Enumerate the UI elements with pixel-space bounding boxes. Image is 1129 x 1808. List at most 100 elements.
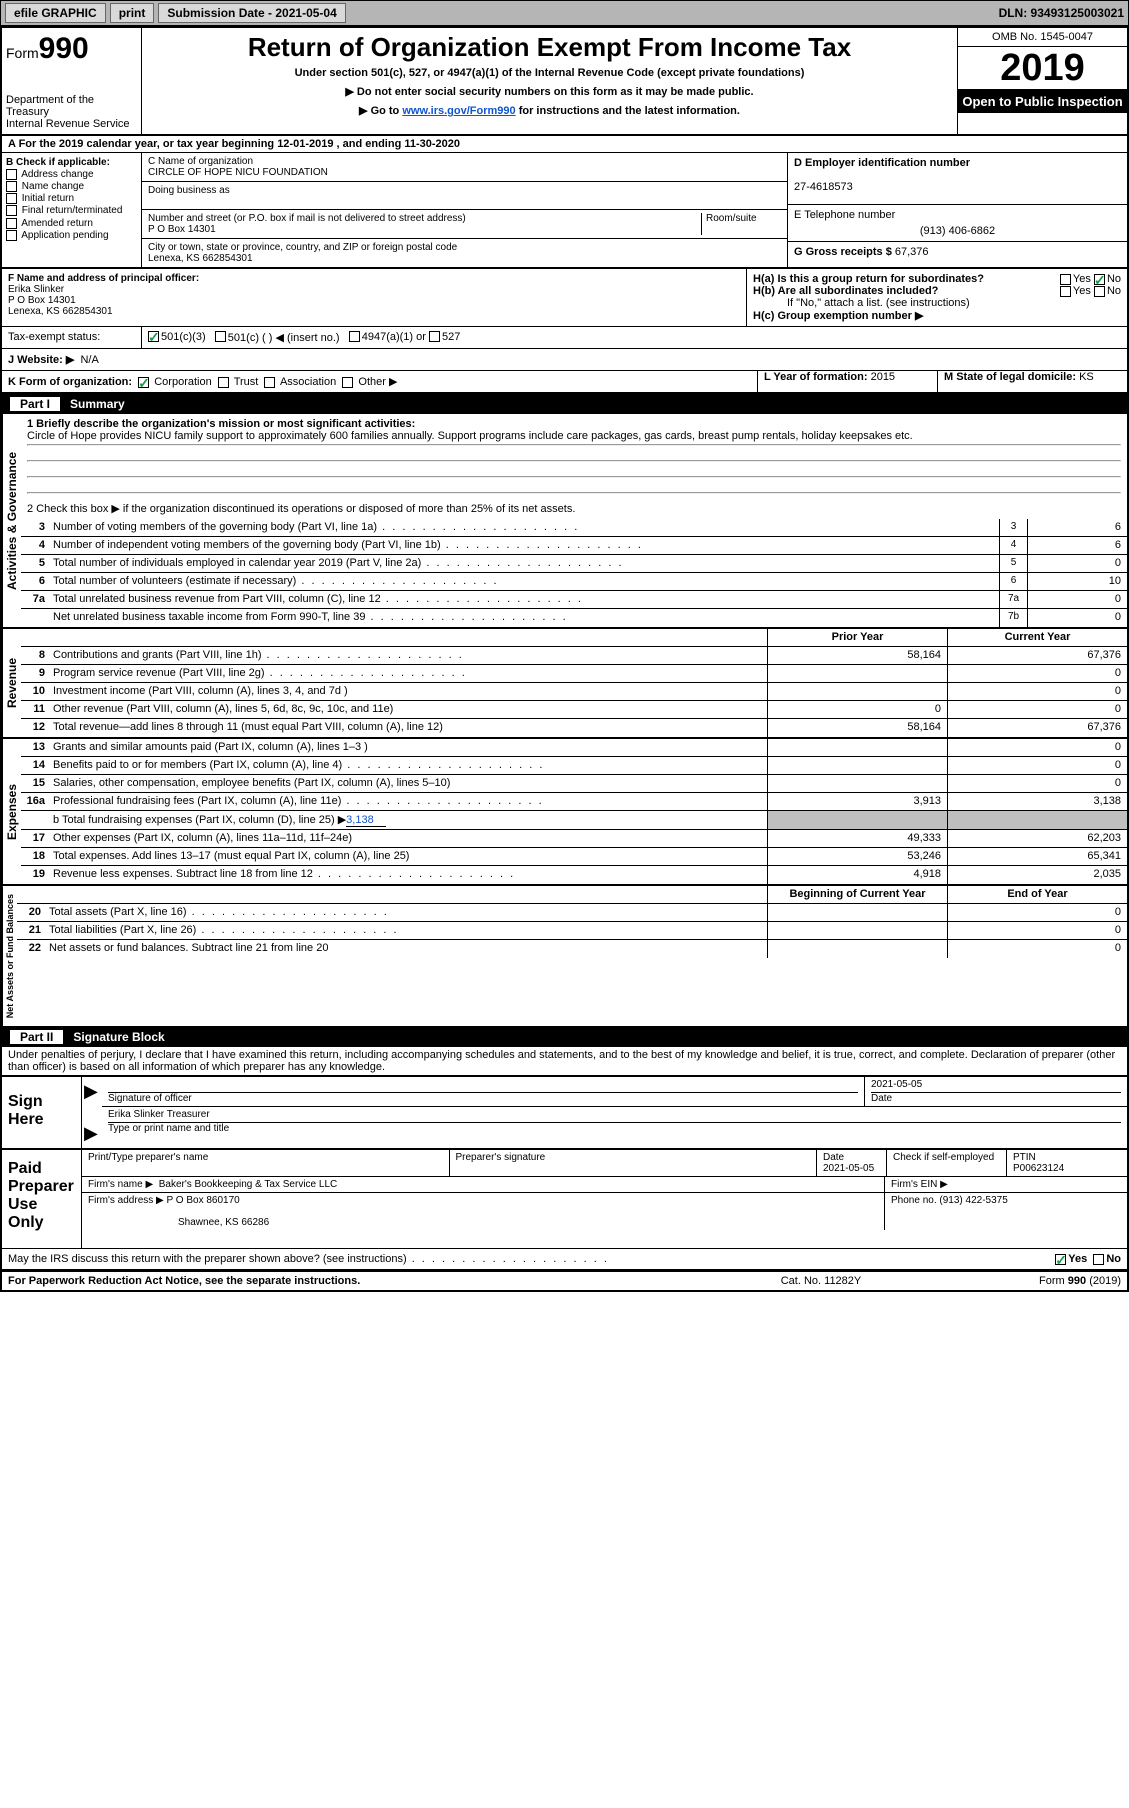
section-h: H(a) Is this a group return for subordin…	[747, 269, 1127, 326]
signer-name: Erika Slinker Treasurer	[108, 1109, 1121, 1123]
v6: 10	[1027, 573, 1127, 590]
part2-bar: Part II Signature Block	[2, 1027, 1127, 1047]
l16b-val: 3,138	[346, 814, 386, 827]
paid-label: Paid Preparer Use Only	[2, 1150, 82, 1248]
dln: DLN: 93493125003021	[999, 6, 1124, 20]
discuss-yes[interactable]	[1055, 1254, 1066, 1265]
section-c: C Name of organizationCIRCLE OF HOPE NIC…	[142, 153, 787, 267]
print-btn[interactable]: print	[110, 3, 155, 23]
firm-addr2: Shawnee, KS 66286	[88, 1217, 269, 1228]
section-deg: D Employer identification number27-46185…	[787, 153, 1127, 267]
cb-assoc[interactable]	[264, 377, 275, 388]
v5: 0	[1027, 555, 1127, 572]
paid-preparer-block: Paid Preparer Use Only Print/Type prepar…	[2, 1148, 1127, 1248]
part1-bar: Part I Summary	[2, 394, 1127, 414]
cb-initial-return[interactable]: Initial return	[6, 193, 137, 204]
tax-year: 2019	[958, 47, 1127, 90]
py19: 4,918	[767, 866, 947, 884]
revenue-section: Revenue Prior YearCurrent Year 8Contribu…	[2, 629, 1127, 739]
v7b: 0	[1027, 609, 1127, 627]
cy17: 62,203	[947, 830, 1127, 847]
vert-exp: Expenses	[2, 739, 21, 884]
section-bcdeg: B Check if applicable: Address change Na…	[2, 153, 1127, 269]
efile-btn[interactable]: efile GRAPHIC	[5, 3, 106, 23]
ey21: 0	[947, 922, 1127, 939]
cb-name-change[interactable]: Name change	[6, 181, 137, 192]
py16a: 3,913	[767, 793, 947, 810]
dept-label: Department of the Treasury Internal Reve…	[6, 94, 137, 130]
cy8: 67,376	[947, 647, 1127, 664]
submission-date: Submission Date - 2021-05-04	[158, 3, 345, 23]
cy18: 65,341	[947, 848, 1127, 865]
top-toolbar: efile GRAPHIC print Submission Date - 20…	[0, 0, 1129, 26]
cb-trust[interactable]	[218, 377, 229, 388]
sign-date: 2021-05-05	[871, 1079, 1121, 1093]
cb-501c[interactable]	[215, 331, 226, 342]
vert-rev: Revenue	[2, 629, 21, 737]
form-label: Form990	[6, 32, 137, 66]
website: N/A	[80, 354, 98, 366]
cb-527[interactable]	[429, 331, 440, 342]
org-name: CIRCLE OF HOPE NICU FOUNDATION	[148, 167, 328, 178]
domicile: KS	[1079, 371, 1094, 383]
ptin: P00623124	[1013, 1163, 1064, 1174]
cy9: 0	[947, 665, 1127, 682]
irs-link[interactable]: www.irs.gov/Form990	[402, 105, 515, 117]
ey20: 0	[947, 904, 1127, 921]
cb-pending[interactable]: Application pending	[6, 230, 137, 241]
section-fh: F Name and address of principal officer:…	[2, 269, 1127, 327]
open-to-public: Open to Public Inspection	[958, 90, 1127, 113]
subtitle-1: Under section 501(c), 527, or 4947(a)(1)…	[150, 67, 949, 79]
year-formed: 2015	[871, 371, 895, 383]
cy10: 0	[947, 683, 1127, 700]
cy19: 2,035	[947, 866, 1127, 884]
header-row: Form990 Department of the Treasury Inter…	[2, 28, 1127, 136]
v4: 6	[1027, 537, 1127, 554]
py18: 53,246	[767, 848, 947, 865]
activities-governance: Activities & Governance 1 Briefly descri…	[2, 414, 1127, 629]
py17: 49,333	[767, 830, 947, 847]
vert-ag: Activities & Governance	[2, 414, 21, 627]
cb-corp[interactable]	[138, 377, 149, 388]
cb-other[interactable]	[342, 377, 353, 388]
sign-here-block: Sign Here ▶▶ Signature of officer 2021-0…	[2, 1075, 1127, 1148]
vert-na: Net Assets or Fund Balances	[2, 886, 17, 1026]
section-b: B Check if applicable: Address change Na…	[2, 153, 142, 267]
expenses-section: Expenses 13Grants and similar amounts pa…	[2, 739, 1127, 886]
subtitle-2: ▶ Do not enter social security numbers o…	[150, 85, 949, 98]
cb-4947[interactable]	[349, 331, 360, 342]
omb-number: OMB No. 1545-0047	[958, 28, 1127, 47]
cb-501c3[interactable]	[148, 331, 159, 342]
ein: 27-4618573	[794, 181, 853, 193]
row-a-taxyear: A For the 2019 calendar year, or tax yea…	[2, 136, 1127, 153]
py11: 0	[767, 701, 947, 718]
cb-amended[interactable]: Amended return	[6, 218, 137, 229]
telephone: (913) 406-6862	[794, 221, 1121, 237]
section-f: F Name and address of principal officer:…	[2, 269, 747, 326]
cy14: 0	[947, 757, 1127, 774]
discuss-no[interactable]	[1093, 1254, 1104, 1265]
cb-address-change[interactable]: Address change	[6, 169, 137, 180]
row-j-website: J Website: ▶ N/A	[2, 349, 1127, 371]
gross-receipts: 67,376	[895, 246, 929, 258]
officer-name: Erika Slinker	[8, 284, 64, 295]
row-i-taxstatus: Tax-exempt status: 501(c)(3) 501(c) ( ) …	[2, 327, 1127, 349]
ey22: 0	[947, 940, 1127, 958]
cb-final-return[interactable]: Final return/terminated	[6, 205, 137, 216]
subtitle-3: ▶ Go to www.irs.gov/Form990 for instruct…	[150, 104, 949, 117]
cy13: 0	[947, 739, 1127, 756]
form-title: Return of Organization Exempt From Incom…	[150, 32, 949, 63]
sign-here-label: Sign Here	[2, 1077, 82, 1148]
cy16a: 3,138	[947, 793, 1127, 810]
firm-addr1: P O Box 860170	[167, 1195, 240, 1206]
firm-name: Baker's Bookkeeping & Tax Service LLC	[159, 1179, 338, 1190]
form-body: Form990 Department of the Treasury Inter…	[0, 26, 1129, 1292]
prep-date: 2021-05-05	[823, 1163, 874, 1174]
firm-phone: (913) 422-5375	[939, 1195, 1007, 1206]
cy11: 0	[947, 701, 1127, 718]
org-street: P O Box 14301	[148, 224, 216, 235]
cy15: 0	[947, 775, 1127, 792]
py12: 58,164	[767, 719, 947, 737]
footer: For Paperwork Reduction Act Notice, see …	[2, 1271, 1127, 1290]
perjury-text: Under penalties of perjury, I declare th…	[2, 1047, 1127, 1075]
